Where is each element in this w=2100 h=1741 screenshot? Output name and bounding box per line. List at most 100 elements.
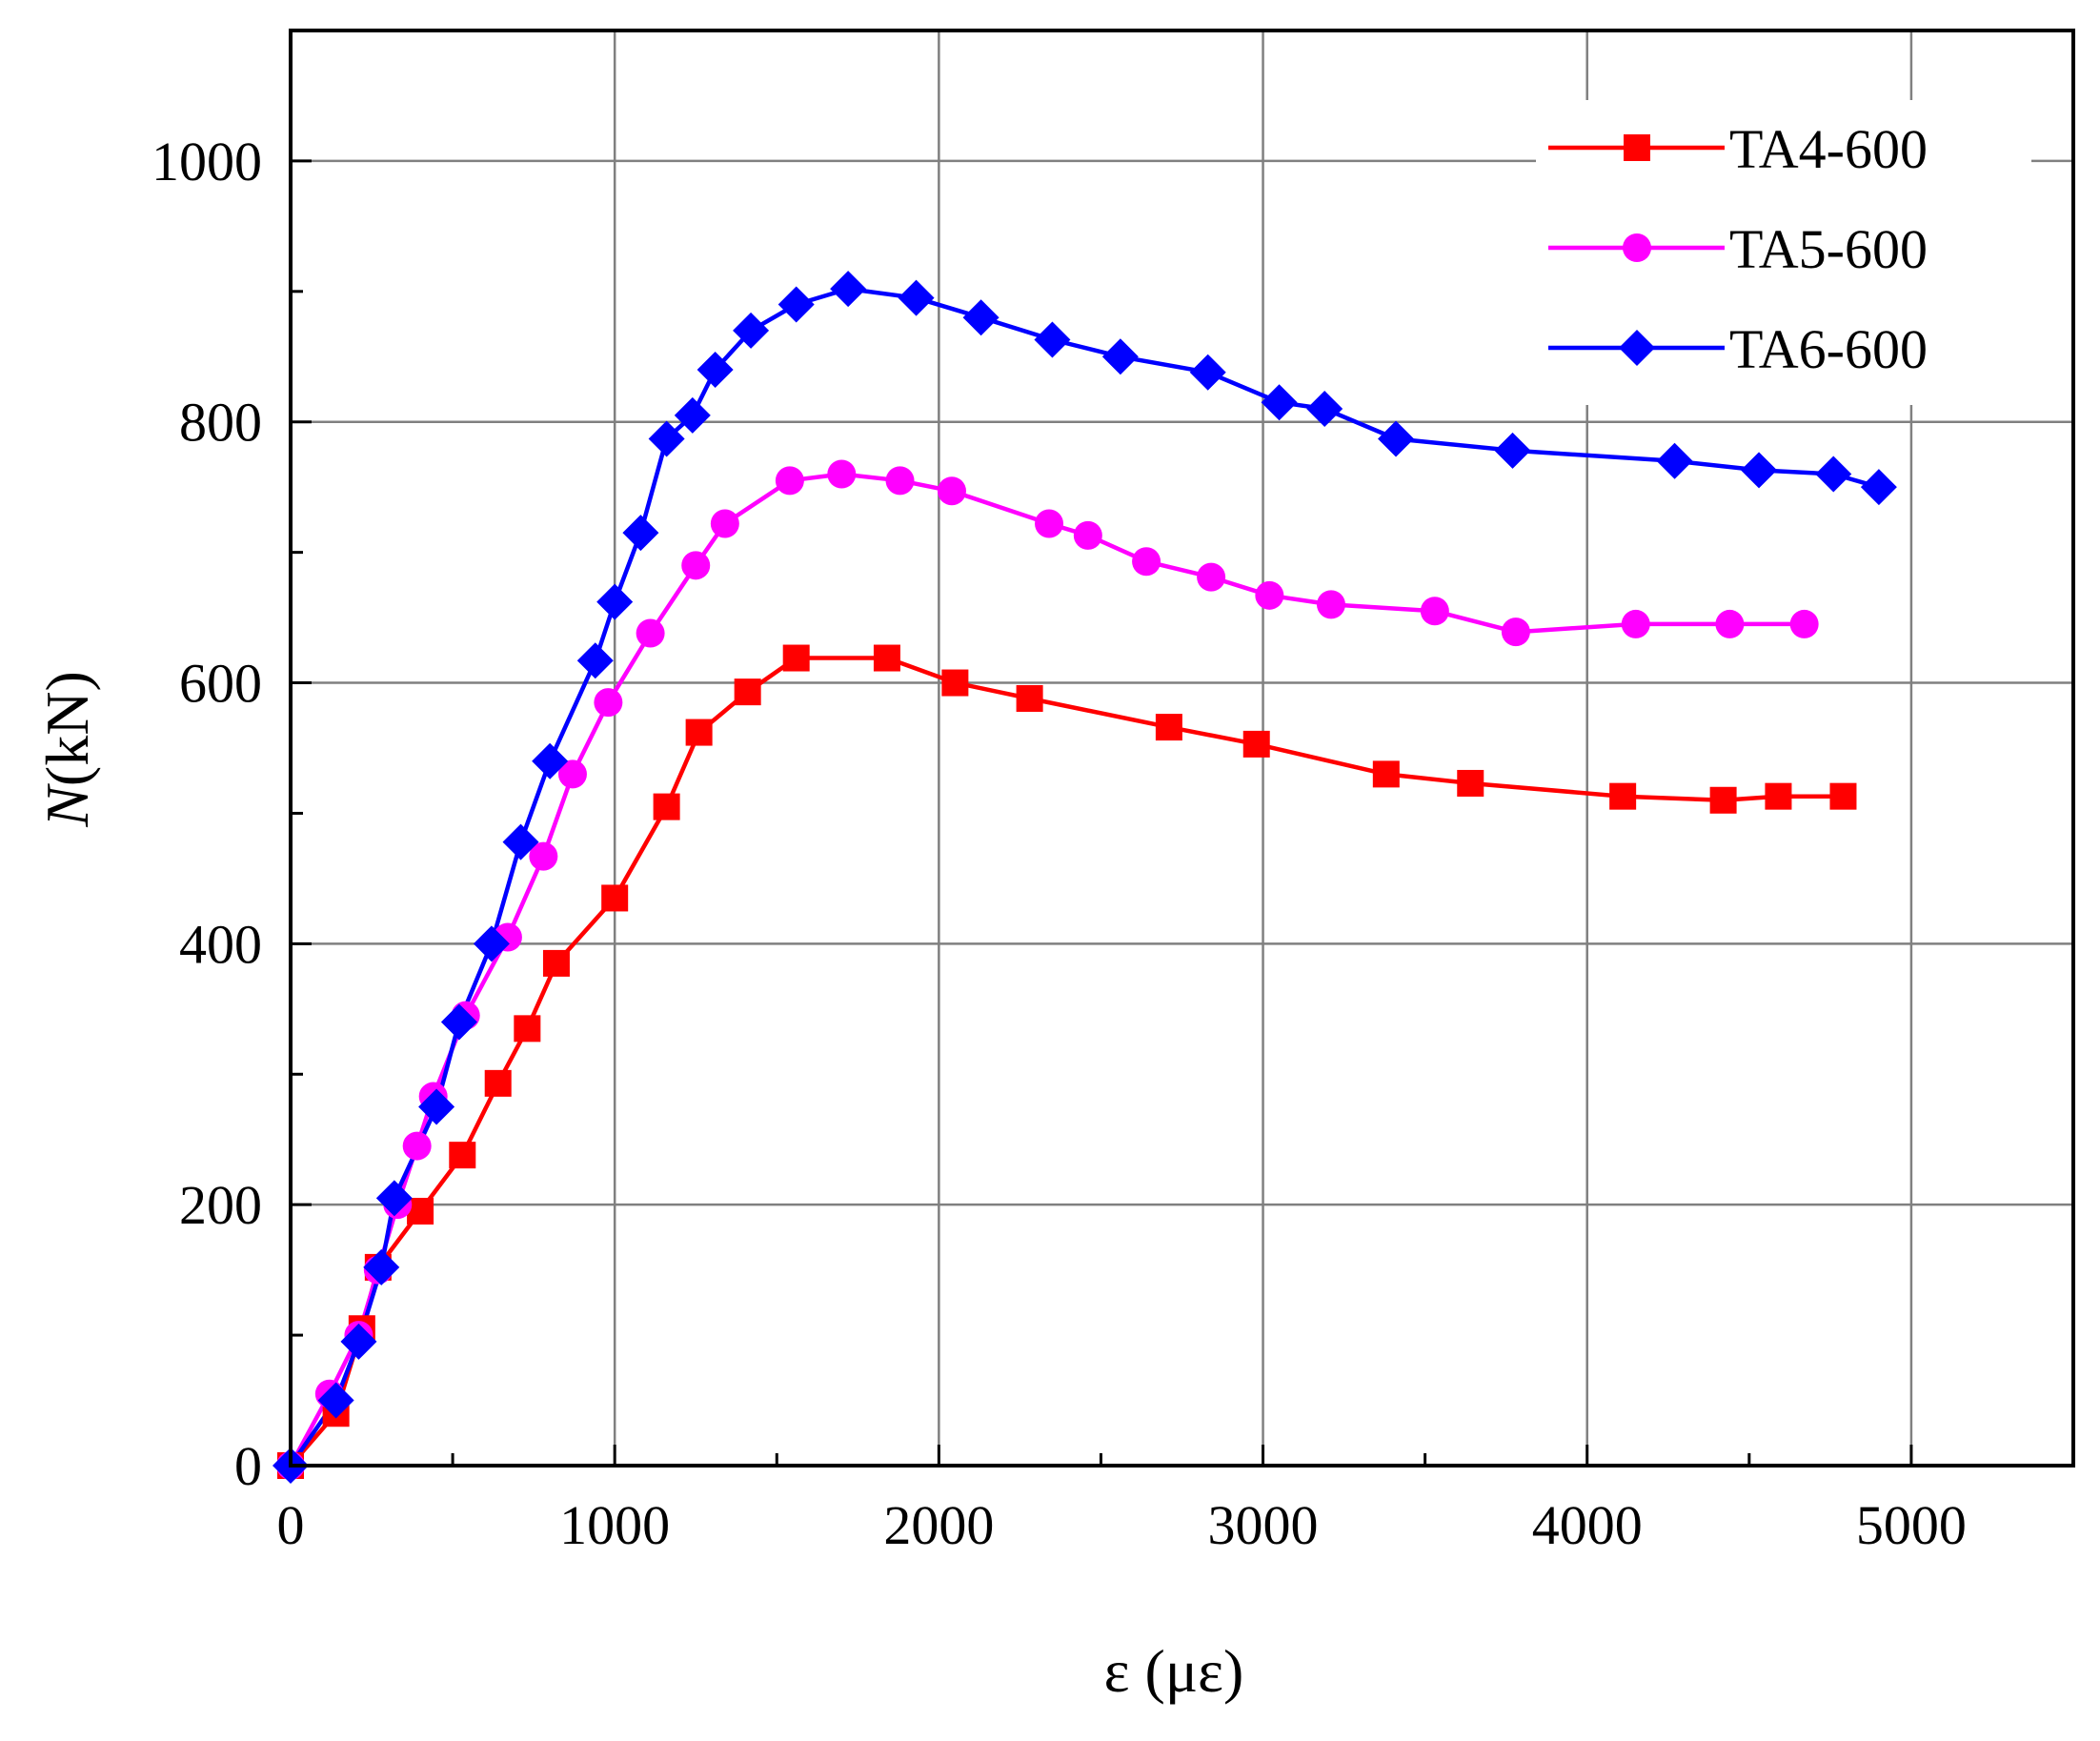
data-point-TA6-600: [532, 742, 569, 779]
data-point-TA6-600: [1378, 420, 1415, 457]
data-point-TA6-600: [576, 642, 614, 679]
x-tick-label: 2000: [883, 1494, 994, 1556]
data-point-TA4-600: [601, 884, 629, 912]
data-point-TA6-600: [418, 1088, 455, 1125]
legend-marker-TA4-600: [1624, 134, 1650, 161]
data-point-TA4-600: [685, 719, 713, 746]
data-point-TA6-600: [898, 279, 935, 316]
axis-tick-labels: 0 1000 2000 3000 4000 5000 0 200 400 600 800 1000: [151, 131, 1967, 1556]
x-tick-label: 5000: [1856, 1494, 1967, 1556]
data-point-TA6-600: [648, 420, 685, 457]
data-point-TA5-600: [681, 551, 711, 580]
axis-ticks: [289, 29, 2075, 1468]
data-point-TA4-600: [653, 793, 680, 820]
data-point-TA5-600: [1316, 590, 1345, 619]
data-point-TA6-600: [1494, 432, 1531, 469]
data-point-TA5-600: [1073, 520, 1102, 550]
data-point-TA5-600: [557, 759, 587, 789]
data-point-TA6-600: [363, 1248, 400, 1286]
data-point-TA4-600: [1016, 684, 1043, 712]
x-tick-label: 4000: [1532, 1494, 1643, 1556]
data-point-TA4-600: [1242, 730, 1270, 758]
x-axis-title: ε (με): [1104, 1637, 1244, 1705]
data-point-TA6-600: [596, 583, 634, 620]
data-point-TA5-600: [827, 459, 857, 489]
data-point-TA6-600: [1860, 469, 1897, 506]
data-point-TA4-600: [782, 644, 810, 672]
data-point-TA6-600: [1815, 455, 1852, 493]
data-point-TA5-600: [594, 688, 623, 718]
legend-label-TA4-600: TA4-600: [1729, 118, 1928, 180]
data-point-TA6-600: [473, 925, 510, 962]
y-tick-label: 400: [179, 913, 262, 975]
y-tick-label: 0: [234, 1435, 262, 1497]
data-point-TA5-600: [1197, 562, 1226, 592]
data-point-TA5-600: [529, 841, 558, 871]
data-point-TA5-600: [1035, 509, 1064, 538]
legend-label-TA6-600: TA6-600: [1729, 318, 1928, 380]
data-point-TA6-600: [1741, 452, 1778, 489]
plot-frame: [289, 29, 2075, 1468]
data-point-TA4-600: [449, 1142, 476, 1169]
data-point-TA4-600: [941, 669, 969, 697]
data-point-TA6-600: [962, 299, 1000, 336]
data-point-TA4-600: [1609, 782, 1637, 810]
data-point-TA4-600: [484, 1069, 512, 1097]
data-point-TA5-600: [1420, 597, 1449, 626]
y-tick-label: 800: [179, 392, 262, 454]
series-markers: [273, 271, 1897, 1484]
data-point-TA6-600: [375, 1180, 413, 1217]
data-point-TA6-600: [697, 351, 734, 388]
y-axis-title: N(kN): [33, 671, 101, 828]
x-tick-label: 1000: [559, 1494, 670, 1556]
data-point-TA6-600: [1101, 338, 1139, 375]
legend-marker-TA5-600: [1623, 233, 1651, 262]
data-point-TA6-600: [674, 396, 711, 434]
data-point-TA4-600: [514, 1015, 541, 1043]
data-point-TA4-600: [1709, 786, 1737, 814]
data-point-TA5-600: [710, 509, 739, 538]
x-tick-label: 3000: [1208, 1494, 1319, 1556]
data-point-TA6-600: [622, 515, 659, 552]
data-point-TA5-600: [937, 476, 966, 506]
data-point-TA4-600: [542, 949, 570, 977]
data-point-TA4-600: [1372, 760, 1400, 788]
data-point-TA4-600: [1457, 769, 1484, 797]
y-axis-title-unit: (kN): [33, 671, 101, 786]
data-point-TA5-600: [1501, 617, 1530, 647]
y-axis-title-variable: N: [33, 783, 101, 828]
legend-label-TA5-600: TA5-600: [1729, 218, 1928, 280]
data-point-TA6-600: [317, 1382, 354, 1419]
data-point-TA4-600: [1829, 782, 1857, 810]
legend-background: [1536, 100, 2031, 405]
data-point-TA6-600: [777, 286, 815, 323]
data-point-TA6-600: [440, 1003, 477, 1041]
data-point-TA6-600: [733, 312, 770, 349]
data-point-TA5-600: [1621, 609, 1650, 638]
data-point-TA6-600: [502, 823, 539, 860]
data-point-TA4-600: [1155, 714, 1182, 741]
data-point-TA5-600: [636, 618, 665, 648]
data-point-TA5-600: [775, 466, 804, 496]
data-point-TA6-600: [1656, 442, 1693, 479]
data-point-TA6-600: [340, 1323, 377, 1360]
legend-marker-TA6-600: [1619, 330, 1655, 366]
data-point-TA5-600: [885, 466, 915, 496]
data-point-TA5-600: [1255, 580, 1284, 610]
data-point-TA5-600: [1132, 547, 1161, 577]
data-point-TA6-600: [1034, 321, 1071, 358]
legend: TA4-600 TA5-600 TA6-600: [1536, 100, 2031, 405]
data-point-TA5-600: [402, 1131, 432, 1161]
data-point-TA4-600: [873, 644, 900, 672]
data-point-TA5-600: [1789, 609, 1819, 638]
y-tick-label: 600: [179, 653, 262, 715]
data-point-TA6-600: [1189, 354, 1226, 391]
x-tick-label: 0: [277, 1494, 305, 1556]
data-point-TA4-600: [1765, 782, 1792, 810]
data-point-TA6-600: [830, 271, 867, 308]
y-tick-label: 1000: [151, 131, 262, 192]
y-tick-label: 200: [179, 1174, 262, 1236]
data-point-TA6-600: [1306, 391, 1343, 428]
data-point-TA4-600: [734, 678, 761, 706]
